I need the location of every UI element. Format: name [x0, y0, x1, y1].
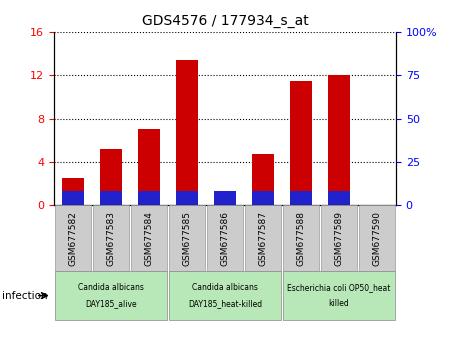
Text: GDS4576 / 177934_s_at: GDS4576 / 177934_s_at — [142, 14, 308, 28]
Bar — [99, 190, 122, 205]
Text: Candida albicans: Candida albicans — [78, 283, 144, 292]
Text: Escherichia coli OP50_heat: Escherichia coli OP50_heat — [287, 283, 391, 292]
Bar — [328, 190, 351, 205]
Bar — [62, 178, 85, 205]
Text: killed: killed — [328, 299, 349, 308]
Text: infection: infection — [2, 291, 48, 301]
Text: GSM677582: GSM677582 — [68, 211, 77, 266]
Bar — [99, 149, 122, 205]
Text: DAY185_heat-killed: DAY185_heat-killed — [188, 299, 262, 308]
Text: DAY185_alive: DAY185_alive — [85, 299, 137, 308]
Bar — [328, 75, 351, 205]
Text: GSM677587: GSM677587 — [258, 211, 267, 266]
Bar — [214, 190, 236, 205]
Text: Candida albicans: Candida albicans — [192, 283, 258, 292]
Bar — [290, 81, 312, 205]
Bar — [176, 190, 198, 205]
Bar — [62, 190, 85, 205]
Text: GSM677585: GSM677585 — [183, 211, 192, 266]
Bar — [252, 154, 274, 205]
Text: GSM677586: GSM677586 — [220, 211, 230, 266]
Text: GSM677584: GSM677584 — [144, 211, 153, 266]
Bar — [138, 130, 160, 205]
Text: GSM677590: GSM677590 — [373, 211, 382, 266]
Text: GSM677588: GSM677588 — [297, 211, 306, 266]
Text: GSM677583: GSM677583 — [107, 211, 116, 266]
Bar — [176, 60, 198, 205]
Bar — [252, 190, 274, 205]
Bar — [138, 190, 160, 205]
Text: GSM677589: GSM677589 — [334, 211, 343, 266]
Bar — [214, 192, 236, 205]
Bar — [290, 190, 312, 205]
